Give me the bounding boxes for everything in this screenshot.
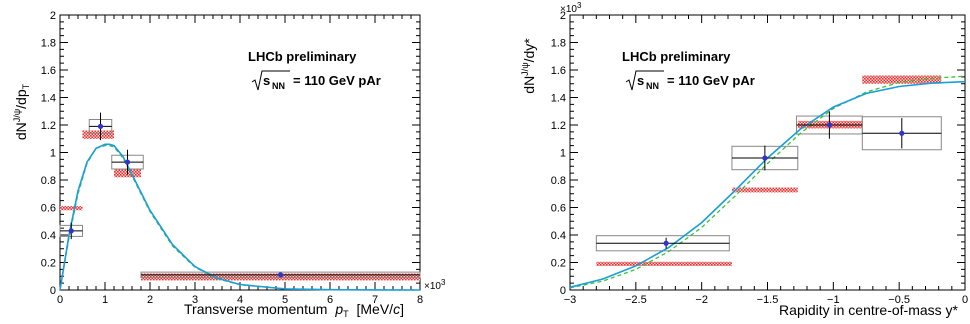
data-point (762, 155, 768, 161)
x-tick-label: −3 (564, 294, 577, 306)
sqrt-s: s (263, 73, 270, 88)
x-tick-label: 1 (102, 294, 108, 306)
x-tick-label: 3 (192, 294, 198, 306)
plot-frame (59, 14, 421, 291)
sqrt-sign (625, 70, 664, 91)
y-tick-label: 0.8 (41, 175, 56, 187)
fit-curve-solid (569, 80, 966, 289)
y-tick-label: 1.2 (41, 120, 56, 132)
energy-label: s NN = 110 GeV pAr (251, 70, 381, 91)
axes-ticks: −3 −2.5 −2 −1.5 −1 −0.5 0 0 0.2 0.4 0.6 0.8 1 1.2 1.4 1… (551, 10, 968, 306)
y-tick-label: 0.8 (551, 175, 566, 187)
x-axis-label: Transverse momentum pT [MeV/c] (184, 301, 404, 320)
model-band (596, 261, 732, 266)
sqrt-s: s (637, 73, 644, 88)
y-tick-label: 1 (560, 148, 566, 160)
energy-value: = 110 GeV pAr (667, 73, 755, 88)
energy-value: = 110 GeV pAr (293, 73, 381, 88)
x-tick-label: 0 (57, 294, 63, 306)
chart-title: LHCb preliminary (248, 49, 357, 64)
y-tick-label: 2 (560, 10, 566, 22)
y-tick-label: 0.4 (551, 230, 566, 242)
model-band (60, 206, 83, 211)
x-tick-label: 4 (237, 294, 243, 306)
x-tick-label: 8 (417, 294, 423, 306)
pt-spectrum-chart: 0 1 2 3 4 5 6 7 8 0 0.2 0.4 0.6 0.8 1 1.2 1.4 1.6 1.8 2 LHC… (12, 10, 446, 320)
x-tick-label: 0 (962, 294, 968, 306)
x-axis-label: Rapidity in centre-of-mass y* (779, 302, 959, 318)
x-tick-label: 2 (147, 294, 153, 306)
y-tick-label: 1.4 (41, 93, 56, 105)
x-tick-label: 7 (372, 294, 378, 306)
model-band (731, 187, 798, 193)
y-tick-label: 1.4 (551, 93, 566, 105)
y-tick-label: 1.8 (551, 38, 566, 50)
y-axis-label: dNJ/ψ/dpT (12, 83, 31, 140)
y-tick-label: 0.2 (41, 258, 56, 270)
x-tick-label: −1 (827, 294, 840, 306)
y-axis-label: dNJ/ψ/dy* (520, 38, 537, 94)
data-points (596, 111, 942, 249)
sqrt-s-subscript: NN (272, 81, 285, 91)
fit-curves (569, 75, 966, 289)
data-point (899, 130, 905, 136)
chart-title: LHCb preliminary (622, 49, 731, 64)
rapidity-chart: −3 −2.5 −2 −1.5 −1 −0.5 0 0 0.2 0.4 0.6 0.8 1 1.2 1.4 1… (520, 1, 968, 318)
x-tick-label: −2 (695, 294, 708, 306)
y-tick-label: 1.2 (551, 120, 566, 132)
systematic-boxes (595, 115, 942, 252)
model-band (862, 75, 942, 84)
data-point (277, 272, 284, 278)
y-tick-label: 1.8 (41, 38, 56, 50)
data-point (826, 122, 832, 128)
fit-curve-dashed (59, 144, 421, 291)
y-tick-label: 1.6 (41, 65, 56, 77)
sqrt-sign (251, 70, 290, 91)
systematic-boxes (59, 119, 421, 279)
data-point (663, 240, 669, 246)
y-tick-label: 0.2 (551, 258, 566, 270)
energy-label: s NN = 110 GeV pAr (625, 70, 755, 91)
x-exponent: ×103 (424, 278, 446, 292)
model-band (82, 130, 114, 139)
x-tick-label: −2.5 (625, 294, 647, 306)
fit-curve-dashed (569, 75, 966, 289)
y-tick-label: 0.6 (551, 203, 566, 215)
fit-curves (59, 143, 421, 291)
x-tick-label: 6 (327, 294, 333, 306)
model-bands (596, 75, 942, 266)
data-point (97, 123, 104, 129)
y-tick-label: 1.6 (551, 65, 566, 77)
y-tick-label: 0 (50, 285, 56, 297)
x-tick-label: −0.5 (888, 294, 910, 306)
x-tick-label: −1.5 (757, 294, 779, 306)
y-tick-label: 0 (560, 285, 566, 297)
x-tick-label: 5 (282, 294, 288, 306)
axes-ticks: 0 1 2 3 4 5 6 7 8 0 0.2 0.4 0.6 0.8 1 1.2 1.4 1.6 1.8 2 (41, 10, 423, 306)
y-tick-label: 0.4 (41, 230, 56, 242)
fit-curve-solid (59, 143, 421, 291)
data-point (68, 228, 74, 234)
y-tick-label: 0.6 (41, 203, 56, 215)
y-exponent: ×103 (560, 1, 582, 15)
model-bands (60, 130, 420, 281)
y-tick-label: 1 (50, 148, 56, 160)
data-points (60, 112, 420, 278)
sqrt-s-subscript: NN (646, 81, 659, 91)
y-tick-label: 2 (50, 10, 56, 22)
data-point (124, 159, 131, 165)
